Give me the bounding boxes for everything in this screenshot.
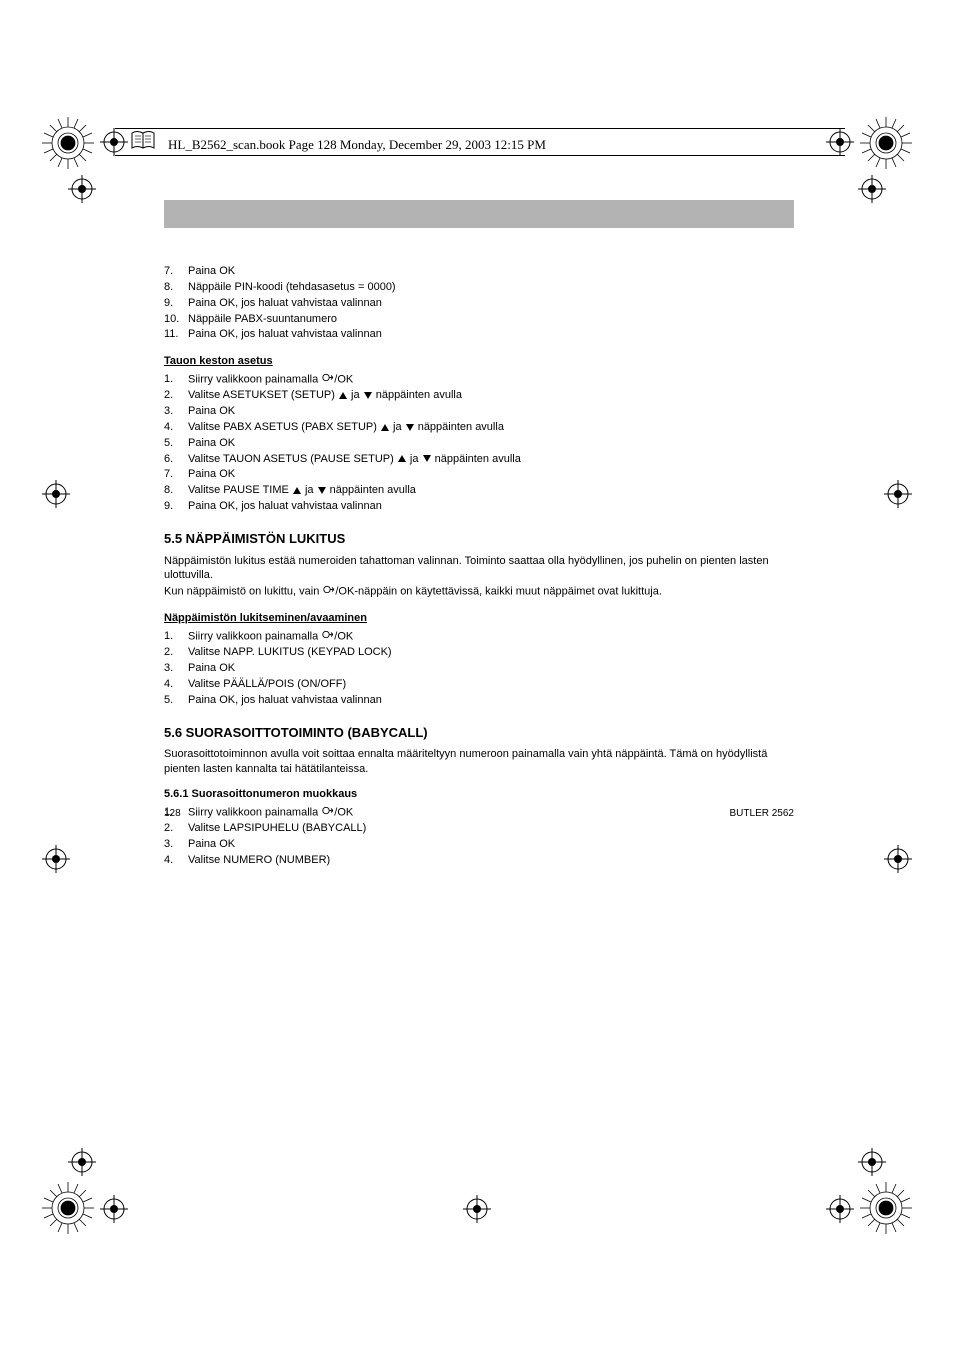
lock-title: Näppäimistön lukitseminen/avaaminen xyxy=(164,611,794,626)
list-item: 4.Valitse NUMERO (NUMBER) xyxy=(164,853,794,868)
list-item: 11.Paina OK, jos haluat vahvistaa valinn… xyxy=(164,327,794,342)
book-icon xyxy=(130,130,156,152)
list-item: 3.Paina OK xyxy=(164,404,794,419)
reg-mark xyxy=(884,845,912,873)
section-5-6-1-title: 5.6.1 Suorasoittonumeron muokkaus xyxy=(164,787,794,802)
menu-ok-icon xyxy=(322,629,333,644)
list-item: 9.Paina OK, jos haluat vahvistaa valinna… xyxy=(164,499,794,514)
list-item: 2.Valitse ASETUKSET (SETUP) ja näppäinte… xyxy=(164,388,794,403)
reg-mark xyxy=(463,1195,491,1223)
reg-mark xyxy=(826,1195,854,1223)
list-item: 7.Paina OK xyxy=(164,467,794,482)
section-5-6-para1: Suorasoittotoiminnon avulla voit soittaa… xyxy=(164,747,794,777)
header-rule-top xyxy=(115,128,845,129)
continuation-list: 7.Paina OK 8.Näppäile PIN-koodi (tehdasa… xyxy=(164,264,794,342)
scanbook-header: HL_B2562_scan.book Page 128 Monday, Dece… xyxy=(168,137,546,153)
list-item: 1.Siirry valikkoon painamalla /OK xyxy=(164,629,794,644)
list-item: 2.Valitse LAPSIPUHELU (BABYCALL) xyxy=(164,821,794,836)
print-corner-mark-tl xyxy=(40,115,96,171)
list-item: 6.Valitse TAUON ASETUS (PAUSE SETUP) ja … xyxy=(164,452,794,467)
reg-mark xyxy=(858,1148,886,1176)
list-item: 3.Paina OK xyxy=(164,837,794,852)
reg-mark xyxy=(826,128,854,156)
reg-mark xyxy=(100,1195,128,1223)
list-item: 3.Paina OK xyxy=(164,661,794,676)
list-item: 8.Valitse PAUSE TIME ja näppäinten avull… xyxy=(164,483,794,498)
print-corner-mark-br xyxy=(858,1180,914,1236)
down-arrow-icon xyxy=(423,455,431,462)
reg-mark xyxy=(100,128,128,156)
list-item: 4.Valitse PÄÄLLÄ/POIS (ON/OFF) xyxy=(164,677,794,692)
list-item: 10.Näppäile PABX-suuntanumero xyxy=(164,312,794,327)
page-footer: 128 BUTLER 2562 xyxy=(164,808,794,819)
section-5-5-para2: Kun näppäimistö on lukittu, vain /OK-näp… xyxy=(164,584,794,599)
print-corner-mark-bl xyxy=(40,1180,96,1236)
up-arrow-icon xyxy=(339,392,347,399)
reg-mark xyxy=(858,175,886,203)
list-item: 4.Valitse PABX ASETUS (PABX SETUP) ja nä… xyxy=(164,420,794,435)
menu-ok-icon xyxy=(322,372,333,387)
list-item: 8.Näppäile PIN-koodi (tehdasasetus = 000… xyxy=(164,280,794,295)
lock-list: 1.Siirry valikkoon painamalla /OK 2.Vali… xyxy=(164,629,794,708)
list-item: 9.Paina OK, jos haluat vahvistaa valinna… xyxy=(164,296,794,311)
model-name: BUTLER 2562 xyxy=(730,808,794,819)
list-item: 5.Paina OK, jos haluat vahvistaa valinna… xyxy=(164,693,794,708)
up-arrow-icon xyxy=(293,487,301,494)
list-item: 2.Valitse NAPP. LUKITUS (KEYPAD LOCK) xyxy=(164,645,794,660)
up-arrow-icon xyxy=(381,424,389,431)
down-arrow-icon xyxy=(318,487,326,494)
list-item: 5.Paina OK xyxy=(164,436,794,451)
page-number: 128 xyxy=(164,808,181,819)
tauon-title: Tauon keston asetus xyxy=(164,354,794,369)
page-header-band xyxy=(164,200,794,228)
tauon-list: 1.Siirry valikkoon painamalla /OK 2.Vali… xyxy=(164,372,794,514)
down-arrow-icon xyxy=(364,392,372,399)
down-arrow-icon xyxy=(406,424,414,431)
menu-ok-icon xyxy=(323,584,334,599)
reg-mark xyxy=(42,845,70,873)
header-rule-bottom xyxy=(115,155,845,156)
reg-mark xyxy=(68,1148,96,1176)
section-5-6-title: 5.6 SUORASOITTOTOIMINTO (BABYCALL) xyxy=(164,724,794,742)
print-corner-mark-tr xyxy=(858,115,914,171)
up-arrow-icon xyxy=(398,455,406,462)
section-5-5-para1: Näppäimistön lukitus estää numeroiden ta… xyxy=(164,554,794,584)
list-item: 1.Siirry valikkoon painamalla /OK xyxy=(164,372,794,387)
reg-mark xyxy=(68,175,96,203)
reg-mark xyxy=(884,480,912,508)
section-5-5-title: 5.5 NÄPPÄIMISTÖN LUKITUS xyxy=(164,530,794,548)
list-item: 7.Paina OK xyxy=(164,264,794,279)
page-content: 7.Paina OK 8.Näppäile PIN-koodi (tehdasa… xyxy=(164,264,794,869)
reg-mark xyxy=(42,480,70,508)
